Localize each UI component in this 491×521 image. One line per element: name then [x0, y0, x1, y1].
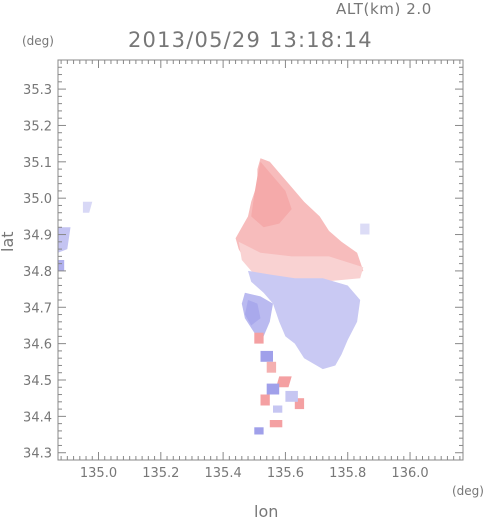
velocity-region [82, 201, 93, 213]
velocity-region [248, 270, 361, 370]
y-tick-label: 35.2 [23, 119, 52, 134]
velocity-region [244, 300, 261, 326]
x-tick-labels: 135.0 135.2 135.4 135.6 135.8 136.0 [80, 466, 429, 481]
y-unit-label: (deg) [22, 34, 54, 48]
y-tick-label: 34.8 [23, 265, 52, 280]
y-tick-label: 35.1 [23, 156, 52, 171]
velocity-region [58, 227, 71, 253]
plot-frame [57, 59, 464, 461]
velocity-region [58, 260, 65, 271]
velocity-region [266, 383, 280, 395]
y-tick-label: 35.0 [23, 192, 52, 207]
velocity-region [360, 223, 370, 235]
velocity-region [266, 361, 277, 373]
y-tick-label: 35.3 [23, 83, 52, 98]
velocity-region [276, 376, 292, 388]
velocity-region [260, 350, 273, 362]
y-tick-label: 34.7 [23, 301, 52, 316]
velocity-field [58, 158, 370, 435]
velocity-region [260, 394, 270, 406]
y-tick-label: 34.4 [23, 410, 52, 425]
chart-title: 2013/05/29 13:18:14 [128, 28, 373, 52]
x-unit-label: (deg) [452, 484, 484, 498]
velocity-region [238, 241, 364, 282]
x-tick-label: 135.0 [80, 466, 117, 481]
x-tick-label: 135.2 [142, 466, 179, 481]
velocity-region [254, 427, 264, 435]
x-tick-label: 135.4 [205, 466, 242, 481]
velocity-region [269, 420, 283, 428]
velocity-region [273, 405, 283, 413]
altitude-label: ALT(km) 2.0 [336, 0, 432, 18]
y-tick-label: 34.5 [23, 374, 52, 389]
y-tick-labels: 34.3 34.4 34.5 34.6 34.7 34.8 34.9 35.0 35.1 35.2… [23, 83, 52, 462]
y-tick-label: 34.6 [23, 338, 52, 353]
velocity-region [251, 161, 292, 228]
x-tick-label: 136.0 [391, 466, 428, 481]
x-axis-label: lon [254, 502, 279, 521]
axis-ticks [58, 59, 463, 461]
y-tick-label: 34.9 [23, 229, 52, 244]
velocity-region [285, 390, 298, 402]
x-tick-label: 135.8 [329, 466, 366, 481]
y-tick-label: 34.3 [23, 447, 52, 462]
x-tick-label: 135.6 [267, 466, 304, 481]
velocity-region [254, 332, 264, 344]
